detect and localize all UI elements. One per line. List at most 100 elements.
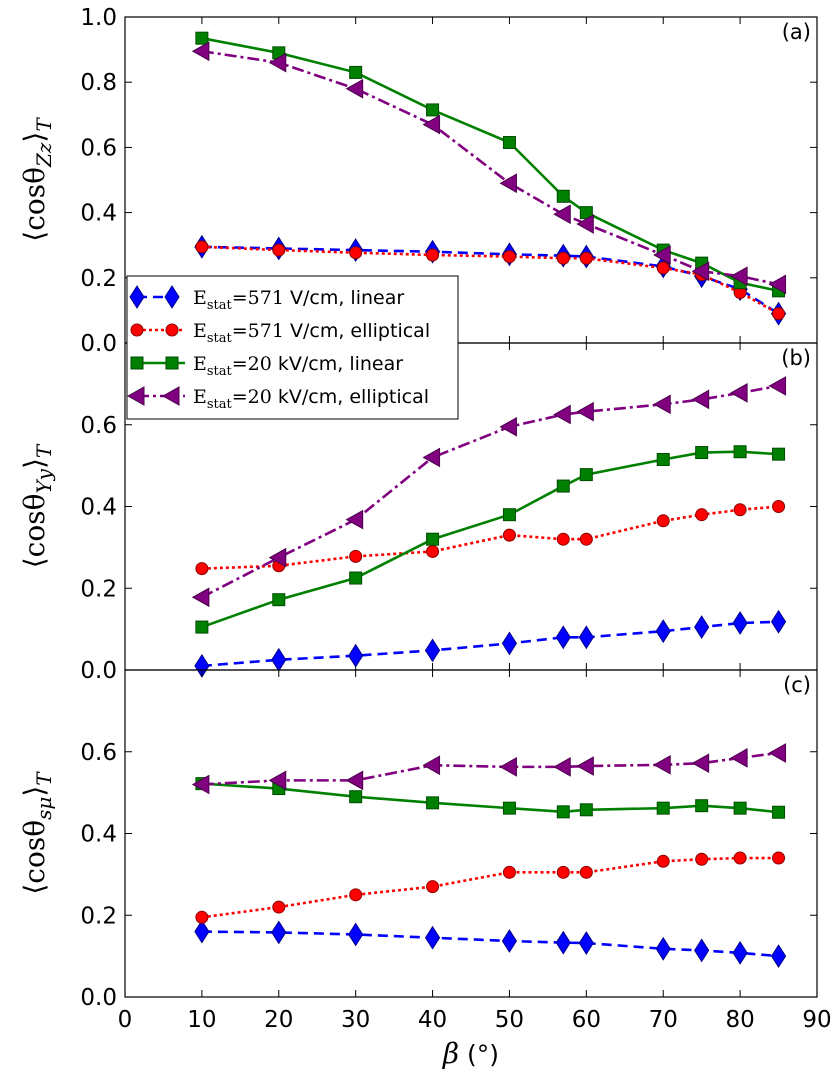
x-tick-label: 40 (418, 1007, 447, 1033)
legend-marker-end (165, 323, 179, 337)
panel-c: 0.0 0.2 0.4 0.6 (c) ⟨cosθsμ⟩T (18, 669, 818, 1011)
data-point (349, 571, 363, 585)
data-point (502, 250, 516, 264)
data-point (502, 136, 516, 150)
legend-entry-1: Estat=571 V/cm, linear (129, 285, 404, 313)
data-point (691, 261, 710, 282)
panel-tag: (c) (783, 673, 811, 697)
data-point (499, 173, 517, 194)
data-point (191, 774, 210, 795)
data-point (772, 851, 786, 865)
data-point (501, 631, 518, 656)
legend-label: Estat=571 V/cm, linear (193, 287, 404, 313)
plot-frame (124, 669, 818, 998)
data-point (733, 801, 747, 815)
data-point (556, 532, 570, 546)
legend-marker-end (161, 386, 180, 406)
data-point (499, 416, 517, 437)
data-point (772, 500, 786, 513)
legend-marker-end (164, 285, 180, 309)
y-tick-label: 0.0 (80, 331, 117, 357)
data-point (272, 593, 286, 607)
legend-marker-end (165, 356, 179, 370)
data-point (555, 625, 571, 650)
series-line (201, 782, 779, 814)
data-point (345, 78, 364, 99)
legend-marker-start (126, 386, 145, 406)
data-point (191, 587, 210, 608)
legend-label: Estat=20 kV/cm, elliptical (193, 386, 429, 412)
data-point (556, 865, 570, 879)
x-tick-label: 60 (572, 1007, 601, 1033)
data-point (578, 625, 594, 650)
legend-entry-3: Estat=20 kV/cm, linear (130, 353, 403, 379)
data-point (653, 394, 671, 415)
y-tick-label: 0.6 (80, 135, 117, 161)
data-point (349, 65, 363, 79)
data-point (502, 801, 516, 815)
y-tick-label: 0.0 (80, 985, 117, 1011)
data-point (349, 790, 363, 804)
data-point (268, 52, 287, 73)
data-point (345, 770, 364, 791)
data-point (694, 938, 710, 963)
x-tick-label: 90 (802, 1007, 831, 1033)
data-point (348, 643, 364, 668)
data-point (422, 114, 441, 135)
y-tick-label: 0.2 (80, 266, 117, 292)
data-point (768, 376, 787, 396)
data-point (348, 922, 364, 947)
legend-box (126, 275, 459, 420)
data-point (426, 532, 440, 546)
y-axis-label: ⟨cosθZz⟩T (18, 117, 56, 242)
series-line (201, 751, 779, 786)
legend-entry-2: Estat=571 V/cm, elliptical (130, 320, 430, 346)
data-point (691, 753, 710, 774)
data-point (653, 754, 671, 775)
data-point (426, 796, 440, 810)
data-point (694, 615, 710, 640)
series-2 (195, 500, 786, 576)
data-point (770, 944, 787, 969)
data-point (768, 743, 787, 763)
data-point (695, 852, 709, 866)
y-tick-label: 0.2 (80, 576, 117, 602)
y-tick-label: 0.6 (80, 413, 117, 439)
legend-marker-start (129, 285, 145, 309)
data-point (424, 925, 441, 950)
data-point (579, 468, 593, 482)
x-tick-label: 30 (341, 1007, 370, 1033)
y-tick-label: 0.4 (80, 822, 117, 848)
panel-tag: (b) (781, 346, 811, 370)
data-point (272, 243, 286, 257)
data-point (656, 514, 670, 528)
data-point (426, 103, 440, 117)
data-point (195, 620, 209, 634)
data-point (656, 854, 670, 868)
y-tick-label: 0.6 (80, 740, 117, 766)
panel-b: 0.0 0.2 0.4 0.6 (b) ⟨cosθYy⟩T (18, 342, 818, 684)
data-point (195, 910, 209, 924)
data-point (556, 479, 570, 493)
data-point (499, 757, 517, 777)
data-point (349, 246, 363, 260)
data-point (733, 503, 747, 517)
panel-tag: (a) (782, 20, 811, 44)
data-point (656, 452, 670, 466)
series-1 (194, 609, 787, 678)
series-line (201, 620, 779, 668)
data-point (502, 528, 516, 542)
data-point (656, 261, 670, 275)
data-point (733, 445, 747, 459)
data-point (553, 404, 571, 425)
data-point (191, 41, 210, 62)
data-point (655, 619, 671, 644)
data-point (195, 31, 209, 45)
data-point (772, 805, 786, 819)
y-tick-label: 0.4 (80, 495, 117, 521)
data-point (691, 389, 710, 410)
data-point (195, 562, 209, 576)
panel-a: 0.0 0.2 0.4 0.6 0.8 1.0 (a) ⟨cosθZz⟩T (18, 5, 818, 357)
data-point (349, 888, 363, 902)
series-line (201, 856, 779, 919)
